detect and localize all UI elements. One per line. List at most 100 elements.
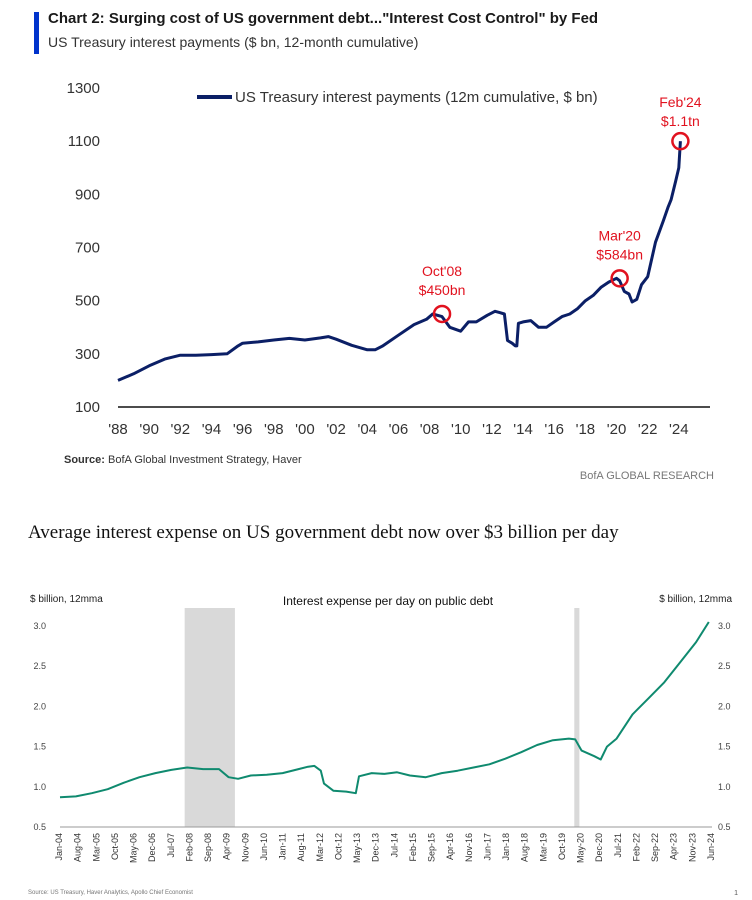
annotation-marker [671, 131, 690, 151]
series-line [117, 141, 682, 382]
x-tick-label: Apr-16 [445, 833, 455, 860]
x-tick-label: Nov-23 [687, 833, 697, 862]
x-tick-label: Mar-19 [538, 833, 548, 862]
x-tick-label: '20 [607, 421, 627, 438]
x-tick-label: Jun-10 [259, 833, 269, 861]
y-tick-label: 900 [75, 186, 100, 203]
x-tick-label: '98 [264, 421, 284, 438]
x-tick-label: '92 [171, 421, 191, 438]
chart1-brand: BofA GLOBAL RESEARCH [579, 470, 714, 482]
chart1-plot: 100 300 500 700 900 1100 1300 '88 '90 '92 '94 '96 '9… [67, 80, 710, 438]
y-tick-label: 100 [75, 399, 100, 416]
x-tick-label: '02 [326, 421, 346, 438]
x-tick-label: Jul-14 [389, 833, 399, 858]
y-tick-label-right: 2.5 [718, 661, 731, 671]
x-tick-label: '88 [108, 421, 128, 438]
x-tick-label: Oct-05 [110, 833, 120, 860]
annotation-date: Oct'08 [422, 263, 462, 279]
chart1-subtitle: US Treasury interest payments ($ bn, 12-… [48, 34, 419, 50]
x-tick-label: Aug-04 [73, 833, 83, 862]
chart2-source: Source: US Treasury, Haver Analytics, Ap… [28, 890, 193, 896]
chart1-source-text: BofA Global Investment Strategy, Haver [108, 454, 302, 466]
x-tick-label: Oct-12 [333, 833, 343, 860]
y-tick-label-left: 1.5 [33, 742, 46, 752]
x-tick-label: Apr-23 [669, 833, 679, 860]
annotation-marker [432, 304, 452, 324]
annotation-value: $450bn [419, 282, 466, 298]
y-tick-label: 700 [75, 240, 100, 257]
x-tick-label: Nov-16 [464, 833, 474, 862]
x-tick-label: '22 [638, 421, 658, 438]
y-tick-label-left: 2.5 [33, 661, 46, 671]
x-tick-label: '08 [420, 421, 440, 438]
x-tick-label: Aug-11 [296, 833, 306, 861]
annotation-marker [610, 269, 629, 288]
x-tick-label: Nov-09 [240, 833, 250, 862]
x-tick-label: '10 [451, 421, 471, 438]
title-accent-bar [34, 12, 39, 54]
x-tick-label: May-13 [352, 833, 362, 863]
x-tick-label: Sep-15 [427, 833, 437, 862]
x-tick-label: Sep-22 [650, 833, 660, 862]
x-tick-label: '18 [576, 421, 596, 438]
x-tick-label: '00 [295, 421, 315, 438]
x-tick-label: '16 [544, 421, 564, 438]
y-tick-label-right: 1.5 [718, 742, 731, 752]
recession-band [574, 608, 580, 827]
x-tick-label: Mar-05 [91, 833, 101, 862]
chart1-title: Chart 2: Surging cost of US government d… [48, 10, 599, 27]
x-tick-label: '24 [669, 421, 689, 438]
annotation-date: Mar'20 [598, 227, 641, 243]
x-tick-label: '90 [139, 421, 159, 438]
x-tick-label: Apr-09 [222, 833, 232, 860]
x-tick-label: Jun-17 [482, 833, 492, 861]
chart2-plot: $ billion, 12mma $ billion, 12mma Interest… [30, 594, 732, 863]
y-tick-label-right: 3.0 [718, 621, 731, 631]
x-tick-label: Aug-18 [520, 833, 530, 862]
x-tick-label: Jan-11 [278, 833, 288, 860]
y-tick-label-left: 0.5 [33, 822, 46, 832]
x-tick-label: '12 [482, 421, 502, 438]
series-line [59, 621, 710, 799]
y-tick-label-right: 0.5 [718, 822, 731, 832]
page-number: 1 [734, 890, 738, 897]
x-tick-label: Jul-21 [613, 833, 623, 858]
y-tick-label: 300 [75, 346, 100, 363]
chart1-source-label: Source: [64, 454, 105, 466]
x-tick-label: Dec-06 [147, 833, 157, 862]
x-tick-label: Jun-24 [706, 833, 716, 861]
x-tick-label: '14 [513, 421, 533, 438]
x-tick-label: Sep-08 [203, 833, 213, 862]
y-tick-label-left: 2.0 [33, 701, 46, 711]
x-tick-label: Jan-18 [501, 833, 511, 861]
x-tick-label: '96 [233, 421, 253, 438]
annotation-date: Feb'24 [659, 94, 702, 110]
x-tick-label: Jan-04 [54, 833, 64, 861]
x-tick-label: Oct-19 [557, 833, 567, 860]
recession-band [184, 608, 235, 827]
chart2-title: Interest expense per day on public debt [283, 594, 494, 608]
annotation-value: $584bn [596, 246, 643, 262]
x-tick-label: Feb-08 [184, 833, 194, 862]
annotation-value: $1.1tn [661, 113, 700, 129]
x-tick-label: Mar-12 [315, 833, 325, 862]
x-tick-label: May-20 [576, 833, 586, 863]
x-tick-label: '06 [389, 421, 409, 438]
y-tick-label-right: 2.0 [718, 701, 731, 711]
y-tick-label-left: 1.0 [33, 782, 46, 792]
y-tick-label: 1100 [68, 133, 100, 150]
x-tick-label: May-06 [129, 833, 139, 863]
x-tick-label: Jul-07 [166, 833, 176, 858]
x-tick-label: Feb-22 [631, 833, 641, 862]
x-tick-label: Dec-20 [594, 833, 604, 862]
y-tick-label: 500 [75, 293, 100, 310]
left-unit-label: $ billion, 12mma [30, 594, 103, 605]
chart1-source: Source: BofA Global Investment Strategy,… [64, 454, 302, 466]
x-tick-label: Feb-15 [408, 833, 418, 862]
y-tick-label: 1300 [67, 80, 100, 97]
x-tick-label: '94 [202, 421, 222, 438]
x-tick-label: Dec-13 [371, 833, 381, 862]
y-tick-label-left: 3.0 [33, 621, 46, 631]
caption: Average interest expense on US governmen… [28, 522, 619, 543]
right-unit-label: $ billion, 12mma [659, 594, 732, 605]
